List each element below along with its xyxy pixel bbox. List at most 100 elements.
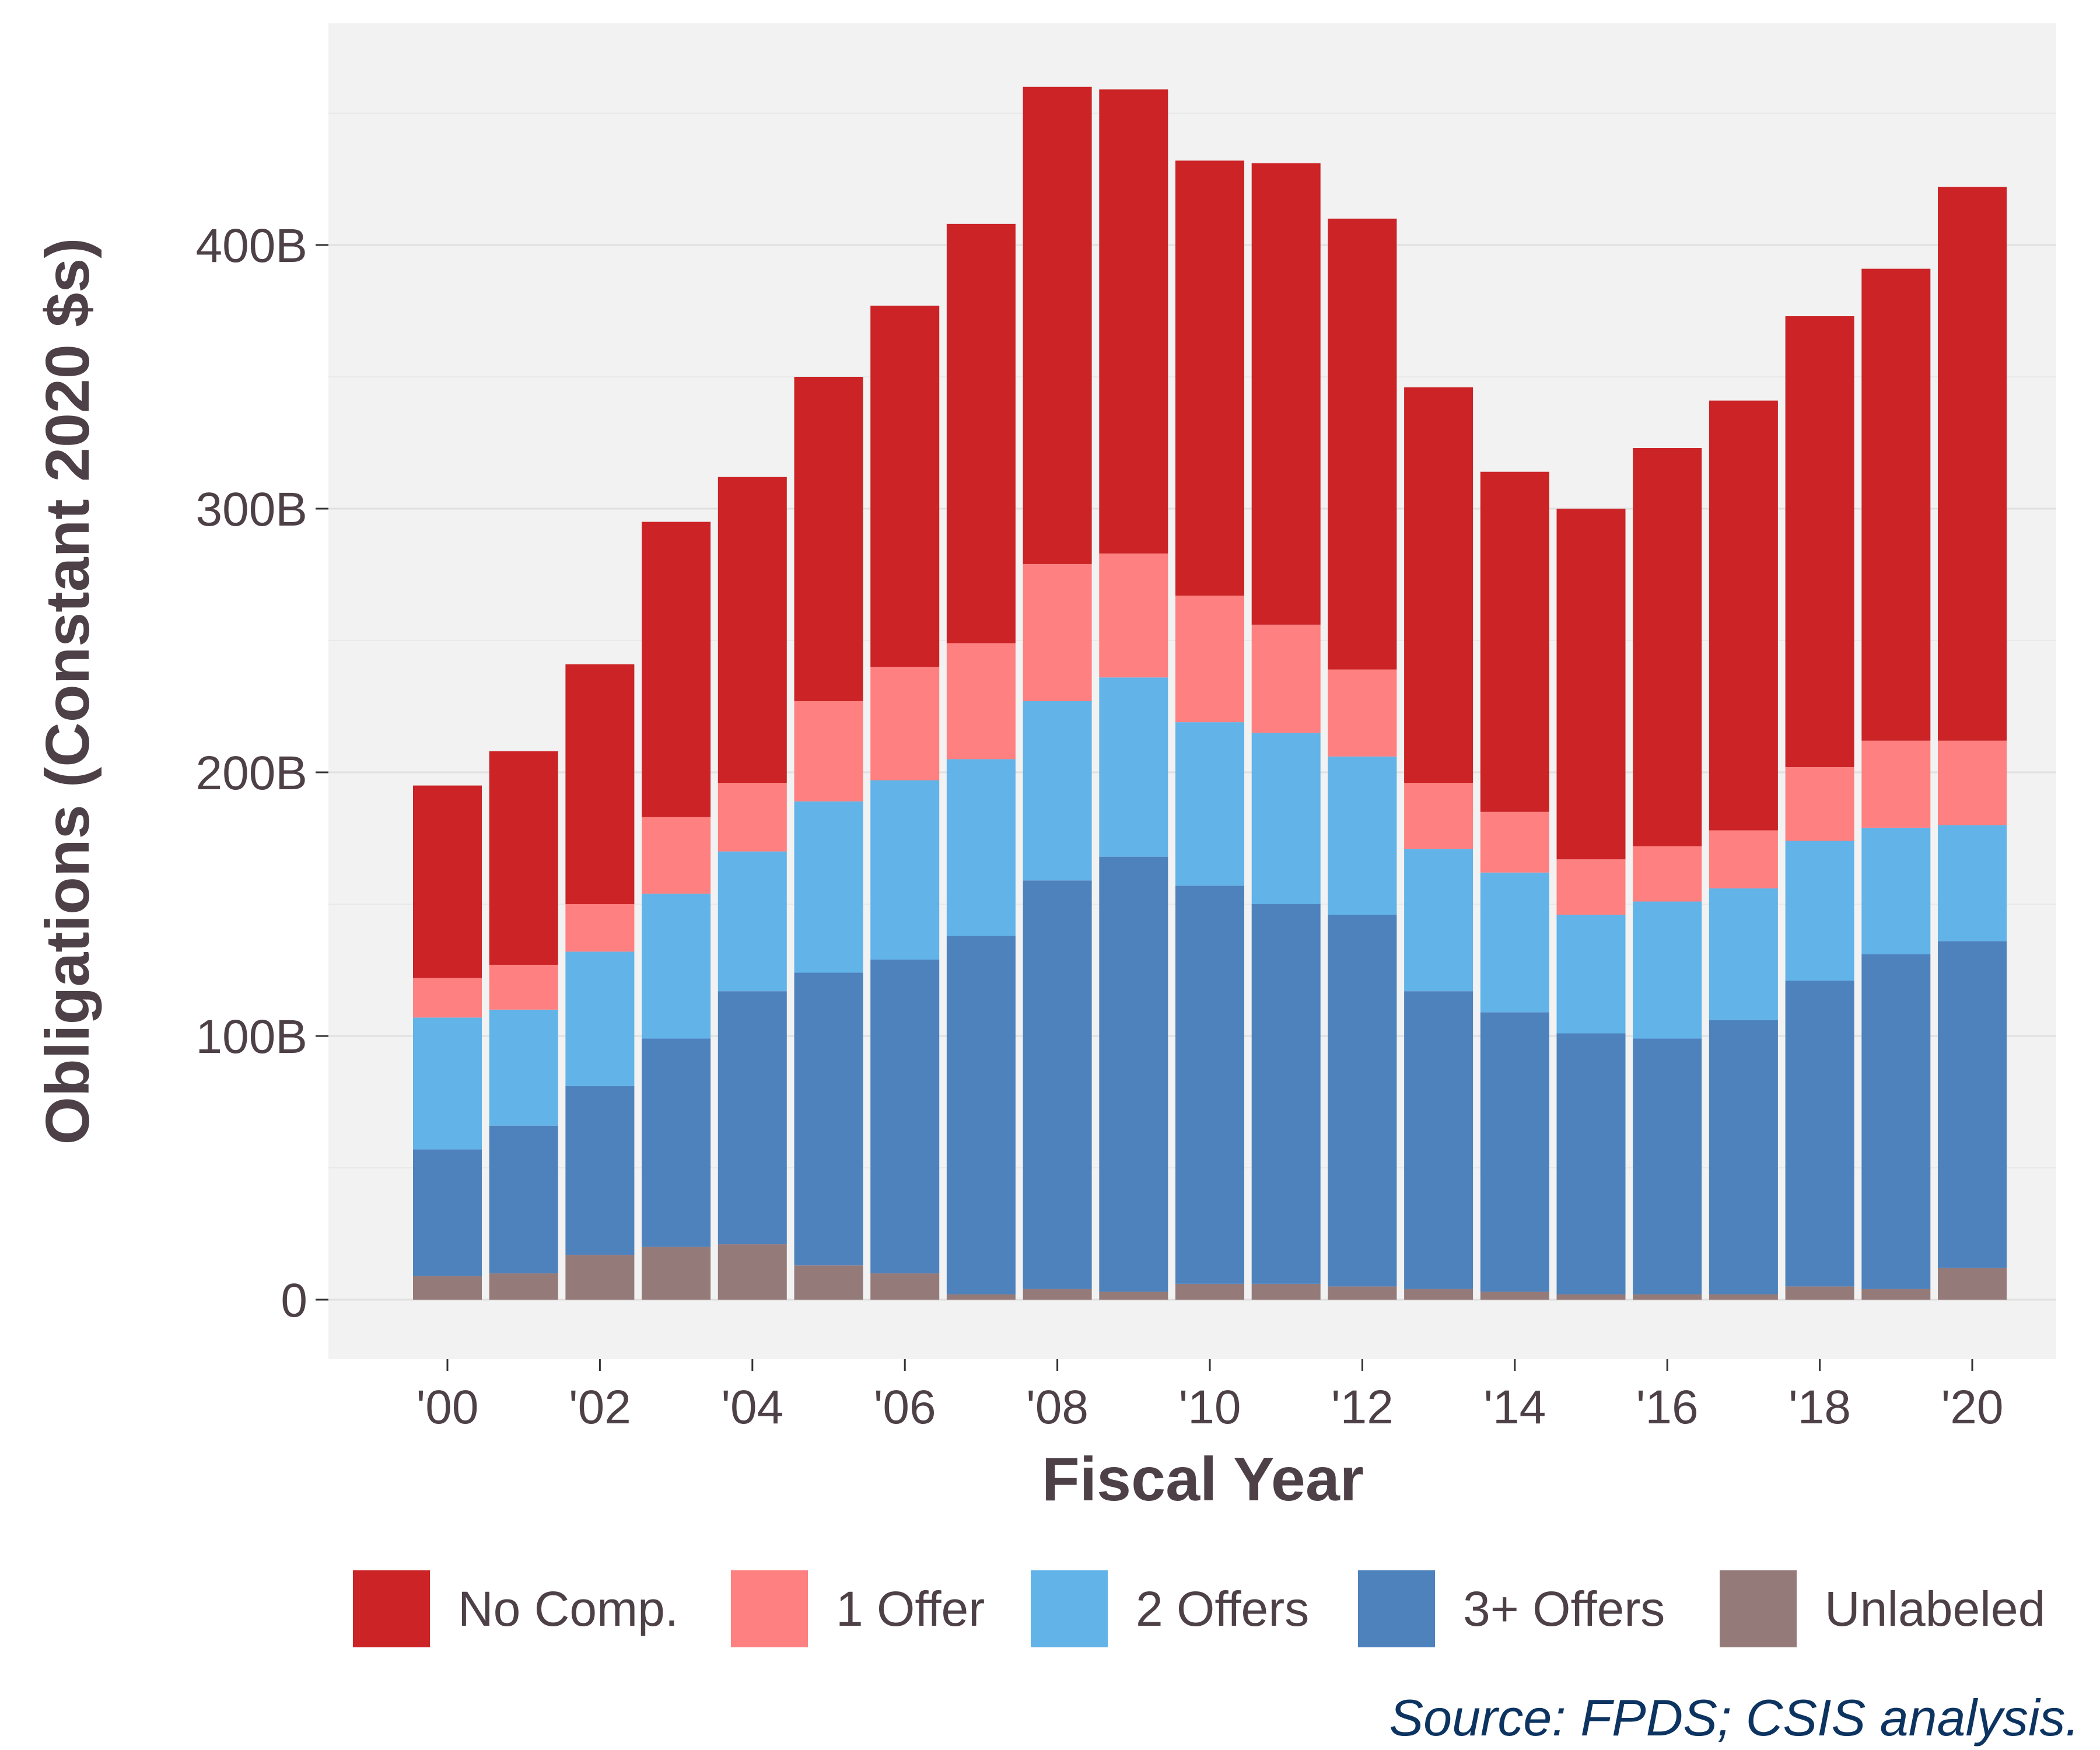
bar-segment bbox=[1938, 941, 2007, 1268]
bar-segment bbox=[794, 701, 863, 802]
bar-segment bbox=[1099, 1292, 1168, 1300]
x-tick-label: '12 bbox=[1331, 1381, 1394, 1434]
bar-segment bbox=[1785, 316, 1854, 767]
legend-key bbox=[1358, 1570, 1435, 1647]
bars bbox=[413, 86, 2007, 1300]
x-tick-label: '18 bbox=[1788, 1381, 1851, 1434]
bar-segment bbox=[1404, 991, 1474, 1289]
x-tick-label: '02 bbox=[569, 1381, 631, 1434]
bar-segment bbox=[1633, 846, 1702, 902]
bar-segment bbox=[642, 522, 711, 817]
bar-segment bbox=[718, 851, 787, 992]
bar-segment bbox=[794, 801, 863, 973]
bar-segment bbox=[1175, 886, 1244, 1284]
bar-segment bbox=[1709, 400, 1778, 831]
bar-segment bbox=[1404, 1289, 1474, 1300]
bar-segment bbox=[1556, 859, 1626, 915]
bar-segment bbox=[565, 1086, 635, 1255]
bar-segment bbox=[1023, 86, 1092, 564]
bar-segment bbox=[1251, 1283, 1321, 1300]
y-tick-label: 400B bbox=[195, 219, 307, 272]
legend-key bbox=[1720, 1570, 1797, 1647]
bar-segment bbox=[1556, 509, 1626, 860]
bar-segment bbox=[1633, 448, 1702, 846]
bar-segment bbox=[1709, 1020, 1778, 1294]
x-tick-label: '08 bbox=[1026, 1381, 1088, 1434]
bar-segment bbox=[1709, 888, 1778, 1020]
x-axis-ticks: '00 '02 '04 '06 '08 '10 '12 '14 '16 '18 '20 bbox=[416, 1359, 2004, 1434]
bar-segment bbox=[1480, 471, 1549, 812]
legend-label: 3+ Offers bbox=[1463, 1581, 1665, 1636]
bar-segment bbox=[946, 759, 1016, 936]
bar-segment bbox=[1175, 1283, 1244, 1300]
bar-segment bbox=[1023, 1289, 1092, 1300]
y-axis-ticks: 0 100B 200B 300B 400B bbox=[195, 219, 328, 1327]
bar-segment bbox=[1480, 1292, 1549, 1300]
bar-segment bbox=[1785, 981, 1854, 1287]
bar-segment bbox=[946, 643, 1016, 760]
bar-segment bbox=[1328, 218, 1397, 670]
bar-segment bbox=[1785, 766, 1854, 841]
bar-segment bbox=[870, 667, 940, 780]
y-tick-label: 300B bbox=[195, 483, 307, 536]
bar-segment bbox=[1328, 756, 1397, 915]
source-note: Source: FPDS; CSIS analysis. bbox=[1389, 1689, 2080, 1746]
y-axis-title: Obligations (Constant 2020 $s) bbox=[33, 238, 102, 1145]
bar-segment bbox=[565, 951, 635, 1086]
bar-segment bbox=[565, 904, 635, 952]
bar-segment bbox=[1938, 740, 2007, 825]
bar-segment bbox=[1251, 733, 1321, 904]
bar-segment bbox=[1938, 187, 2007, 741]
bar-segment bbox=[1023, 701, 1092, 881]
bar-segment bbox=[1633, 901, 1702, 1039]
bar-segment bbox=[1938, 1268, 2007, 1300]
bar-segment bbox=[870, 305, 940, 667]
bar-segment bbox=[1480, 811, 1549, 873]
bar-segment bbox=[413, 978, 482, 1018]
bar-segment bbox=[1099, 553, 1168, 678]
bar-segment bbox=[1328, 915, 1397, 1287]
bar-segment bbox=[1175, 722, 1244, 886]
bar-segment bbox=[1861, 954, 1931, 1289]
bar-segment bbox=[642, 1038, 711, 1247]
bar-segment bbox=[1404, 387, 1474, 783]
bar-segment bbox=[718, 783, 787, 852]
x-tick-label: '10 bbox=[1179, 1381, 1241, 1434]
bar-segment bbox=[1556, 1033, 1626, 1294]
bar-segment bbox=[1480, 1012, 1549, 1292]
x-tick-label: '04 bbox=[721, 1381, 783, 1434]
bar-segment bbox=[794, 972, 863, 1266]
x-tick-label: '16 bbox=[1636, 1381, 1699, 1434]
bar-segment bbox=[565, 664, 635, 904]
legend-label: 2 Offers bbox=[1136, 1581, 1309, 1636]
legend-label: 1 Offer bbox=[836, 1581, 985, 1636]
bar-segment bbox=[642, 893, 711, 1039]
bar-segment bbox=[1251, 163, 1321, 625]
bar-segment bbox=[1938, 825, 2007, 942]
bar-segment bbox=[718, 991, 787, 1245]
legend-key bbox=[353, 1570, 430, 1647]
bar-segment bbox=[1556, 915, 1626, 1034]
bar-segment bbox=[1633, 1038, 1702, 1294]
bar-segment bbox=[1709, 830, 1778, 888]
legend-label: No Comp. bbox=[458, 1581, 678, 1636]
bar-segment bbox=[1861, 268, 1931, 741]
x-tick-label: '06 bbox=[874, 1381, 936, 1434]
bar-segment bbox=[489, 1009, 558, 1126]
bar-segment bbox=[1404, 783, 1474, 849]
legend-key bbox=[731, 1570, 808, 1647]
bar-segment bbox=[1023, 564, 1092, 701]
x-tick-label: '20 bbox=[1941, 1381, 2004, 1434]
x-tick-label: '00 bbox=[416, 1381, 479, 1434]
bar-segment bbox=[1480, 872, 1549, 1013]
bar-segment bbox=[794, 1265, 863, 1300]
bar-segment bbox=[1328, 669, 1397, 757]
bar-segment bbox=[1785, 1286, 1854, 1300]
bar-segment bbox=[1175, 160, 1244, 596]
bar-segment bbox=[489, 1273, 558, 1300]
bar-segment bbox=[413, 1276, 482, 1300]
bar-segment bbox=[870, 1273, 940, 1300]
bar-segment bbox=[413, 1149, 482, 1276]
x-tick-label: '14 bbox=[1483, 1381, 1546, 1434]
bar-segment bbox=[1251, 624, 1321, 733]
